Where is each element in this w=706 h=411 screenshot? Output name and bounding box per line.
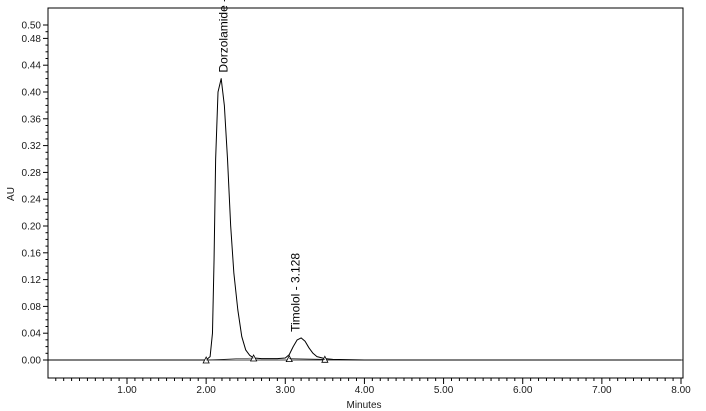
- y-axis-title: AU: [6, 187, 17, 201]
- axes-layer: 0.00 0.04 0.08 0.12 0.16 0.20 0.24 0.28 0.32 0.36…: [22, 7, 691, 396]
- y-tick-label: 0.48: [22, 34, 42, 45]
- x-tick-label: 1.00: [117, 385, 137, 396]
- y-tick-label: 0.12: [22, 275, 42, 286]
- x-tick-label: 4.00: [355, 385, 375, 396]
- y-tick-label: 0.40: [22, 88, 42, 99]
- y-tick-label: 0.20: [22, 222, 42, 233]
- x-tick-label: 6.00: [513, 385, 533, 396]
- x-axis-title: Minutes: [346, 400, 381, 411]
- y-tick-label: 0.44: [22, 61, 42, 72]
- y-tick-label: 0.28: [22, 168, 42, 179]
- integration-marker-layer: [202, 354, 329, 364]
- integration-baseline: [289, 358, 325, 360]
- integration-baseline: [206, 357, 254, 361]
- x-tick-label: 5.00: [434, 385, 454, 396]
- plot-frame: [47, 7, 684, 379]
- peak-label: Timolol - 3.128: [288, 253, 302, 332]
- y-tick-label: 0.36: [22, 114, 42, 125]
- x-tick-label: 8.00: [671, 385, 691, 396]
- y-tick-label: 0.08: [22, 302, 42, 313]
- x-tick-label: 3.00: [276, 385, 296, 396]
- x-tick-label: 2.00: [196, 385, 216, 396]
- y-tick-label: 0.16: [22, 248, 42, 259]
- y-tick-label: 0.24: [22, 195, 42, 206]
- x-tick-label: 7.00: [592, 385, 612, 396]
- y-tick-label: 0.32: [22, 141, 42, 152]
- trace-layer: [47, 78, 681, 361]
- chromatogram-trace: [47, 78, 681, 361]
- y-tick-label: 0.04: [22, 329, 42, 340]
- peak-label: Dorzolamide - 2.219: [217, 0, 231, 73]
- y-tick-label: 0.50: [22, 21, 42, 32]
- peak-label-layer: Dorzolamide - 2.219 Timolol - 3.128: [217, 0, 303, 332]
- y-tick-label: 0.00: [22, 356, 42, 367]
